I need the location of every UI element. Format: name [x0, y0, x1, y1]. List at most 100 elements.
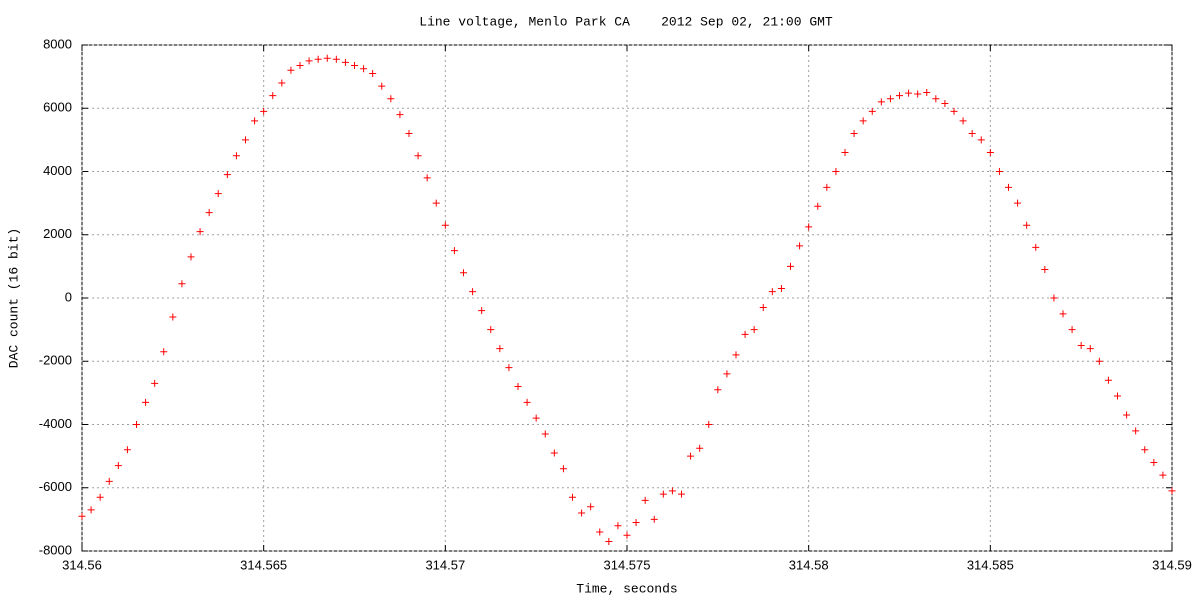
data-point	[1041, 266, 1049, 274]
y-tick-label: -8000	[39, 542, 72, 557]
data-point	[605, 538, 613, 546]
data-point	[450, 247, 458, 255]
data-point	[223, 171, 231, 179]
data-point	[205, 209, 213, 217]
data-point	[332, 55, 340, 63]
data-point	[968, 130, 976, 138]
data-point	[196, 228, 204, 236]
data-point	[886, 95, 894, 103]
data-point	[178, 280, 186, 288]
data-point	[305, 57, 313, 65]
data-point	[232, 152, 240, 160]
data-point	[705, 421, 713, 428]
data-point	[251, 117, 259, 125]
data-point	[151, 379, 159, 387]
data-point	[505, 364, 513, 372]
x-tick-label: 314.58	[789, 557, 829, 572]
data-point	[832, 168, 840, 175]
data-point	[959, 117, 967, 125]
data-point	[877, 98, 885, 106]
data-point	[523, 398, 531, 406]
data-point	[796, 242, 804, 250]
data-point	[805, 223, 813, 231]
chart-title: Line voltage, Menlo Park CA 2012 Sep 02,…	[419, 14, 833, 29]
data-point	[487, 326, 495, 334]
data-point	[914, 90, 922, 98]
data-point	[995, 168, 1003, 175]
x-tick-label: 314.565	[240, 557, 287, 572]
data-point	[414, 152, 422, 160]
y-tick-label: -2000	[39, 353, 72, 368]
data-point	[314, 55, 322, 63]
data-point	[1132, 427, 1140, 435]
data-point	[323, 54, 331, 62]
data-point	[114, 462, 122, 470]
data-point	[78, 512, 86, 520]
data-point	[541, 430, 549, 438]
data-point	[278, 79, 286, 87]
data-point	[169, 313, 177, 321]
data-point	[351, 62, 358, 70]
data-point	[514, 383, 522, 391]
x-tick-label: 314.56	[62, 557, 102, 572]
data-point	[569, 493, 576, 501]
data-point	[823, 183, 831, 191]
x-axis-label: Time, seconds	[576, 581, 677, 596]
x-tick-label: 314.585	[967, 557, 1014, 572]
data-point	[850, 130, 858, 138]
data-point	[1059, 310, 1067, 318]
data-point	[550, 449, 558, 457]
data-point	[160, 348, 168, 356]
data-point	[460, 269, 467, 277]
data-point	[687, 452, 695, 460]
data-point	[1141, 446, 1149, 454]
data-point	[668, 487, 676, 495]
y-tick-label: -4000	[39, 416, 72, 431]
data-point	[405, 130, 413, 138]
data-point	[142, 398, 150, 406]
y-tick-label: -6000	[39, 479, 72, 494]
data-point	[741, 330, 749, 338]
data-point	[242, 136, 249, 144]
data-point	[478, 307, 486, 315]
data-point	[659, 490, 667, 498]
data-point	[614, 522, 622, 530]
data-point	[941, 100, 949, 108]
data-point	[432, 199, 440, 207]
data-point	[732, 351, 740, 359]
data-point	[1095, 357, 1103, 365]
data-point	[423, 174, 431, 182]
data-point	[859, 117, 867, 125]
data-point	[469, 288, 477, 296]
data-point	[378, 82, 386, 90]
data-point	[868, 107, 876, 115]
data-point	[1032, 243, 1040, 251]
data-point	[496, 345, 504, 353]
data-point	[841, 149, 849, 157]
y-tick-label: 6000	[43, 100, 72, 115]
y-tick-label: 4000	[43, 163, 72, 178]
x-tick-label: 314.59	[1152, 557, 1192, 572]
data-point	[1104, 376, 1112, 384]
data-point	[1014, 199, 1022, 207]
data-point	[950, 107, 958, 115]
x-tick-label: 314.575	[604, 557, 651, 572]
data-point	[632, 519, 640, 527]
data-point	[133, 421, 140, 428]
data-point	[1150, 458, 1158, 466]
data-point	[441, 221, 449, 229]
data-point	[768, 288, 776, 296]
data-point	[759, 303, 767, 311]
data-point	[341, 58, 349, 66]
data-point	[596, 528, 604, 536]
data-point	[923, 88, 931, 96]
data-point	[932, 95, 940, 103]
data-point	[1086, 345, 1094, 353]
data-point	[723, 370, 731, 378]
data-point	[587, 503, 595, 511]
data-point	[905, 89, 913, 97]
data-point	[360, 65, 368, 73]
y-tick-label: 0	[65, 289, 72, 304]
